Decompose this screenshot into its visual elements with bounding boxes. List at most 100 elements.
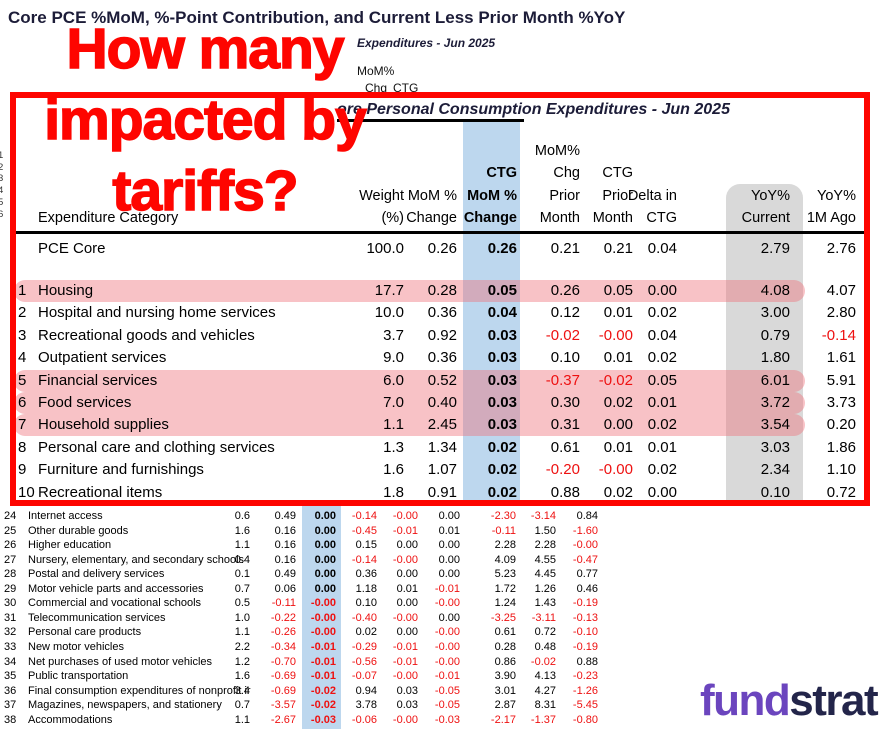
value-weight: 7.0 xyxy=(383,394,404,411)
value: 0.00 xyxy=(314,568,336,581)
value-mom: 0.92 xyxy=(427,326,457,344)
value-mom_prior: -0.37 xyxy=(545,371,580,389)
value: 1.1 xyxy=(234,626,250,639)
value-mom: 2.45 xyxy=(427,416,457,434)
column-header-yoy_current: Current xyxy=(741,210,790,226)
value: 1.0 xyxy=(234,611,250,624)
value: -0.80 xyxy=(572,713,598,726)
value: 0.36 xyxy=(355,568,377,581)
category-label: Recreational items xyxy=(38,483,163,500)
value: -0.69 xyxy=(270,684,296,697)
value: 0.88 xyxy=(576,655,598,668)
value: -0.22 xyxy=(270,611,296,624)
value-delta_ctg: 0.02 xyxy=(647,461,677,479)
column-header-category: Expenditure Category xyxy=(38,210,179,226)
value-ctg: 0.02 xyxy=(487,461,517,479)
value: -0.11 xyxy=(491,524,516,537)
expenditure-row: 1 Housing 17.7 0.28 0.05 0.26 0.05 0.00 4.08 4.07 xyxy=(16,280,864,302)
value: -5.45 xyxy=(572,699,598,712)
column-header-mom_prior: Month xyxy=(539,210,580,226)
value: 0.00 xyxy=(438,553,460,566)
value: -0.02 xyxy=(310,684,336,697)
value: -0.11 xyxy=(271,597,296,610)
logo-fund: fund xyxy=(700,676,791,725)
value-weight: 100.0 xyxy=(366,240,404,257)
value-yoy_current: 4.08 xyxy=(760,282,790,299)
value: -2.67 xyxy=(270,713,296,726)
value: -0.00 xyxy=(392,670,418,683)
value: 0.7 xyxy=(234,699,250,712)
value: 1.24 xyxy=(494,597,516,610)
value: 1.2 xyxy=(234,655,250,668)
value: 0.01 xyxy=(396,582,418,595)
value-ctg: 0.26 xyxy=(487,240,517,257)
row-number: 34 xyxy=(4,655,17,668)
value: 0.02 xyxy=(355,626,377,639)
value-weight: 1.1 xyxy=(383,416,404,434)
value: -0.00 xyxy=(310,597,336,610)
category-label: Internet access xyxy=(28,510,103,522)
table-title: ore Personal Consumption Expenditures - … xyxy=(337,101,730,118)
value: 0.03 xyxy=(396,699,418,712)
category-label: Personal care and clothing services xyxy=(38,438,275,456)
value-delta_ctg: 0.00 xyxy=(647,282,677,299)
value: 8.31 xyxy=(534,699,556,712)
detail-row: 28 Postal and delivery services 0.1 0.49 0.0… xyxy=(0,567,887,582)
expenditure-row: 8 Personal care and clothing services 1.3 1… xyxy=(16,437,864,459)
value: 0.46 xyxy=(576,582,598,595)
value-yoy_current: 3.72 xyxy=(760,394,790,411)
value: 1.26 xyxy=(534,582,556,595)
value: -0.14 xyxy=(351,553,377,566)
row-number: 10 xyxy=(18,483,35,500)
value: 2.87 xyxy=(494,699,516,712)
value: 0.77 xyxy=(576,568,598,581)
background-header-fragment-ctg: CTG xyxy=(393,81,419,95)
value-yoy_1m: 1.10 xyxy=(826,461,856,479)
value: 1.1 xyxy=(234,713,250,726)
value-mom: 0.28 xyxy=(427,282,457,299)
table-title-underline xyxy=(337,119,524,122)
detail-row: 26 Higher education 1.1 0.16 0.00 0.15 0.00 0.0… xyxy=(0,538,887,553)
value-ctg: 0.03 xyxy=(487,371,517,389)
value: -0.00 xyxy=(434,655,460,668)
value-ctg_prior: 0.02 xyxy=(603,394,633,411)
value-yoy_1m: -0.14 xyxy=(821,326,856,344)
value-ctg_prior: -0.02 xyxy=(598,371,633,389)
column-header-delta_ctg: CTG xyxy=(646,210,677,226)
value-ctg_prior: 0.00 xyxy=(603,416,633,434)
value: 0.1 xyxy=(234,568,250,581)
value-mom: 0.36 xyxy=(427,349,457,367)
value: 0.6 xyxy=(234,510,250,522)
row-number: 26 xyxy=(4,539,17,552)
row-number: 2 xyxy=(18,304,27,322)
value: 0.00 xyxy=(396,626,418,639)
value: -0.23 xyxy=(572,670,598,683)
value-weight: 17.7 xyxy=(374,282,404,299)
detail-row: 36 Final consumption expenditures of nonp… xyxy=(0,684,887,699)
value-yoy_current: 3.03 xyxy=(760,438,790,456)
category-label: Recreational goods and vehicles xyxy=(38,326,255,344)
value: 0.00 xyxy=(314,510,336,522)
detail-row: 30 Commercial and vocational schools 0.5 -0… xyxy=(0,596,887,611)
value: 3.4 xyxy=(234,684,250,697)
value: 0.00 xyxy=(396,597,418,610)
value: 4.13 xyxy=(534,670,556,683)
column-header-ctg_prior: CTG xyxy=(602,165,633,181)
value: 0.00 xyxy=(396,568,418,581)
value-delta_ctg: 0.02 xyxy=(647,416,677,434)
value: -0.00 xyxy=(392,510,418,522)
value: 0.72 xyxy=(534,626,556,639)
value-ctg_prior: 0.05 xyxy=(603,282,633,299)
category-label: Other durable goods xyxy=(28,524,129,537)
value: -0.34 xyxy=(270,640,296,653)
value: 2.2 xyxy=(234,640,250,653)
value: -0.05 xyxy=(434,684,460,697)
row-number-fragment: 3 xyxy=(0,173,4,185)
value-delta_ctg: 0.05 xyxy=(647,371,677,389)
value-mom: 0.36 xyxy=(427,304,457,322)
column-header-delta_ctg: Delta in xyxy=(627,187,677,204)
value-mom: 1.34 xyxy=(427,438,457,456)
yoy-current-column-highlight xyxy=(726,184,803,500)
value-weight: 3.7 xyxy=(383,326,404,344)
value: 0.16 xyxy=(274,553,296,566)
